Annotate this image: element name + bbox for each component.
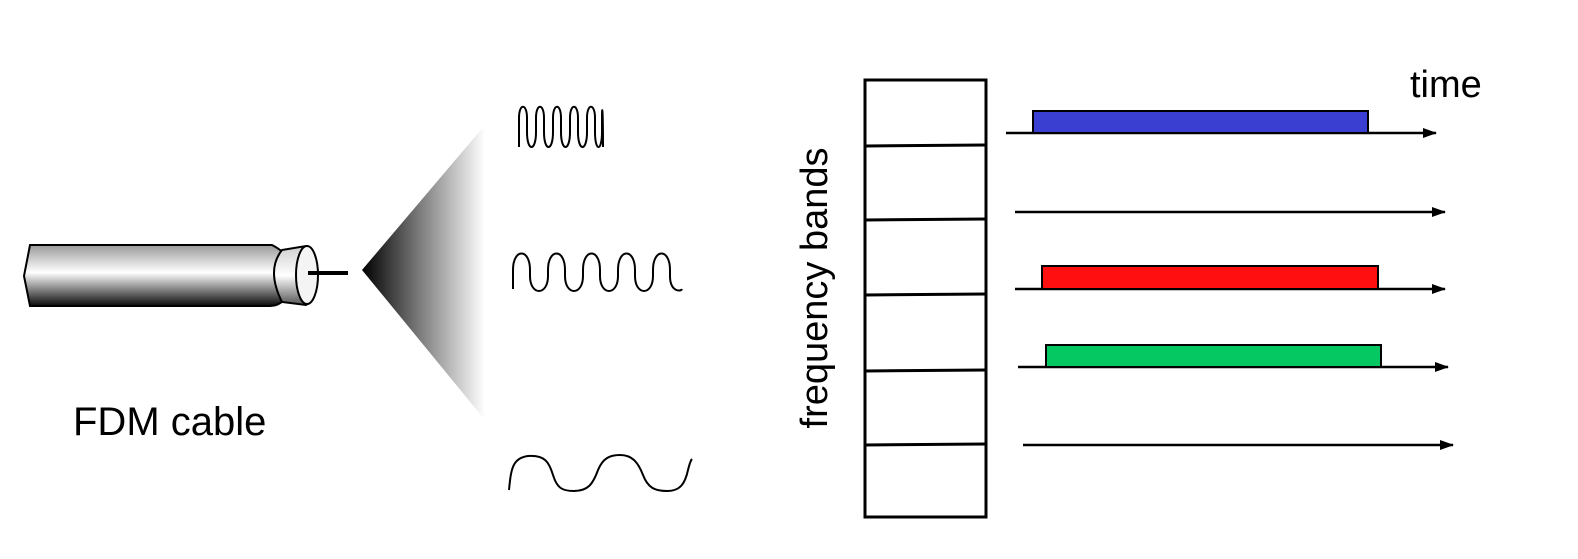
low-frequency-wave-icon [508,453,693,493]
band-divider [864,292,987,297]
high-frequency-wave-icon [518,105,604,148]
time-axis-label: time [1410,64,1482,106]
band-divider [864,442,987,447]
frequency-axis-label: frequency bands [794,147,836,429]
frequency-band-grid [863,78,988,519]
band-divider [864,368,987,373]
band-divider [864,143,987,148]
band-divider [864,217,987,222]
cable-label: FDM cable [73,400,267,444]
band-usage-bar [1041,265,1379,290]
signal-spread-fan [362,125,485,420]
band-usage-bar [1045,344,1382,368]
medium-frequency-wave-icon [512,252,683,292]
coax-cable-icon [22,244,348,307]
band-usage-bar [1032,110,1369,134]
